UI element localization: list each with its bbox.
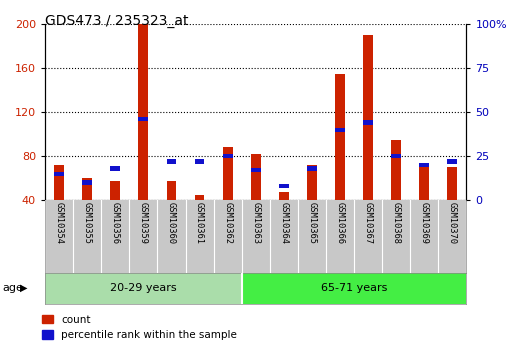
Bar [363,35,373,200]
Text: 65-71 years: 65-71 years [321,283,387,293]
Text: GSM10355: GSM10355 [83,202,92,244]
Bar [335,73,345,200]
Bar [307,165,317,200]
Text: ▶: ▶ [20,283,28,293]
Text: GSM10365: GSM10365 [307,202,316,244]
Text: GSM10362: GSM10362 [223,202,232,244]
Text: GSM10364: GSM10364 [279,202,288,244]
Bar [82,180,92,185]
Bar [251,168,261,172]
Bar [110,166,120,171]
Bar [251,154,261,200]
Text: GSM10369: GSM10369 [420,202,429,244]
Text: GSM10359: GSM10359 [139,202,148,244]
Bar [391,140,401,200]
Bar [363,120,373,125]
Text: GSM10366: GSM10366 [335,202,344,244]
Bar [54,165,64,200]
Legend: count, percentile rank within the sample: count, percentile rank within the sample [42,315,237,340]
Text: GSM10354: GSM10354 [55,202,64,244]
Bar [110,181,120,200]
Bar [447,167,457,200]
Bar [307,166,317,171]
Text: GSM10361: GSM10361 [195,202,204,244]
Bar [195,159,205,164]
Text: GSM10356: GSM10356 [111,202,120,244]
Text: GSM10360: GSM10360 [167,202,176,244]
Bar [279,193,289,200]
Bar [419,163,429,167]
Bar [223,154,233,158]
Bar [82,178,92,200]
Bar [279,184,289,188]
Bar [54,171,64,176]
Text: GSM10367: GSM10367 [364,202,373,244]
Bar [138,117,148,121]
Bar [419,165,429,200]
Text: GSM10363: GSM10363 [251,202,260,244]
Text: GSM10368: GSM10368 [392,202,401,244]
Bar [166,159,176,164]
Bar [195,195,205,200]
Bar [223,147,233,200]
Bar [45,273,242,304]
Bar [242,273,466,304]
Bar [391,154,401,158]
Bar [447,159,457,164]
Text: GDS473 / 235323_at: GDS473 / 235323_at [45,14,189,28]
Bar [166,181,176,200]
Bar [335,128,345,132]
Text: GSM10370: GSM10370 [448,202,457,244]
Text: age: age [3,283,23,293]
Bar [138,24,148,200]
Text: 20-29 years: 20-29 years [110,283,176,293]
